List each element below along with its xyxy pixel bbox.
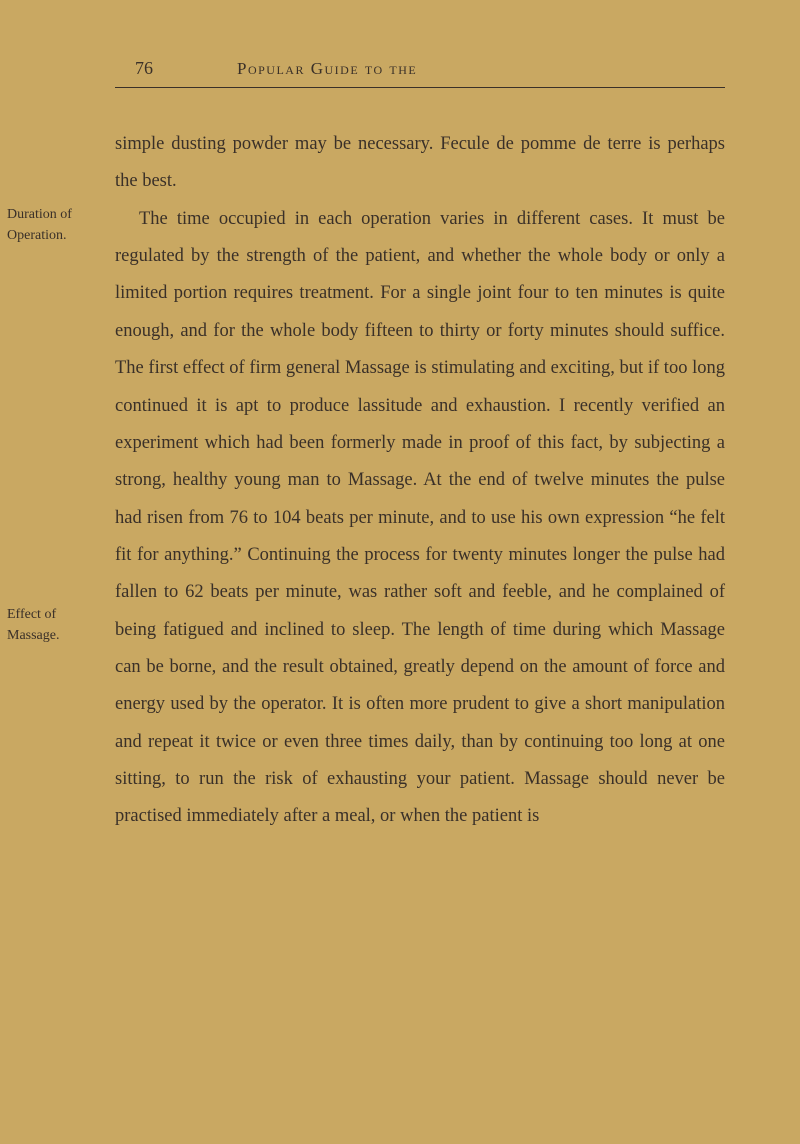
running-title: Popular Guide to the: [237, 59, 417, 79]
page-header: 76 Popular Guide to the: [115, 58, 725, 79]
header-rule: [115, 87, 725, 88]
margin-note-effect: Effect of Massage.: [7, 604, 102, 646]
page-number: 76: [135, 58, 153, 79]
body-paragraph-1: simple dusting powder may be necessary. …: [115, 126, 725, 201]
margin-note-duration: Duration of Operation.: [7, 204, 102, 246]
content-area: Duration of Operation. Effect of Massage…: [115, 126, 725, 836]
body-paragraph-2: The time occupied in each operation vari…: [115, 201, 725, 836]
